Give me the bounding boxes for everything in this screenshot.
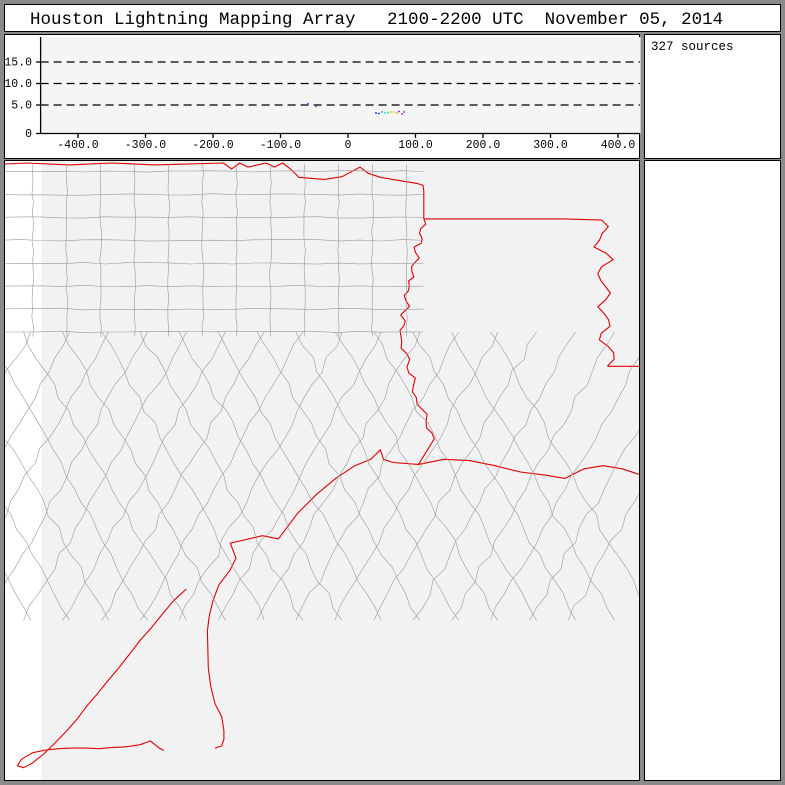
svg-text:-400.0: -400.0: [57, 139, 99, 152]
svg-text:200.0: 200.0: [466, 139, 501, 152]
svg-text:300.0: 300.0: [533, 139, 568, 152]
svg-text:100.0: 100.0: [398, 139, 433, 152]
svg-text:10.0: 10.0: [5, 78, 32, 91]
svg-text:-100.0: -100.0: [260, 139, 302, 152]
svg-text:5.0: 5.0: [11, 100, 32, 113]
svg-text:400.0: 400.0: [601, 139, 636, 152]
svg-text:-200.0: -200.0: [192, 139, 234, 152]
svg-text:-300.0: -300.0: [125, 139, 167, 152]
svg-text:15.0: 15.0: [5, 57, 32, 70]
svg-text:0: 0: [25, 128, 32, 141]
svg-text:0: 0: [345, 139, 352, 152]
